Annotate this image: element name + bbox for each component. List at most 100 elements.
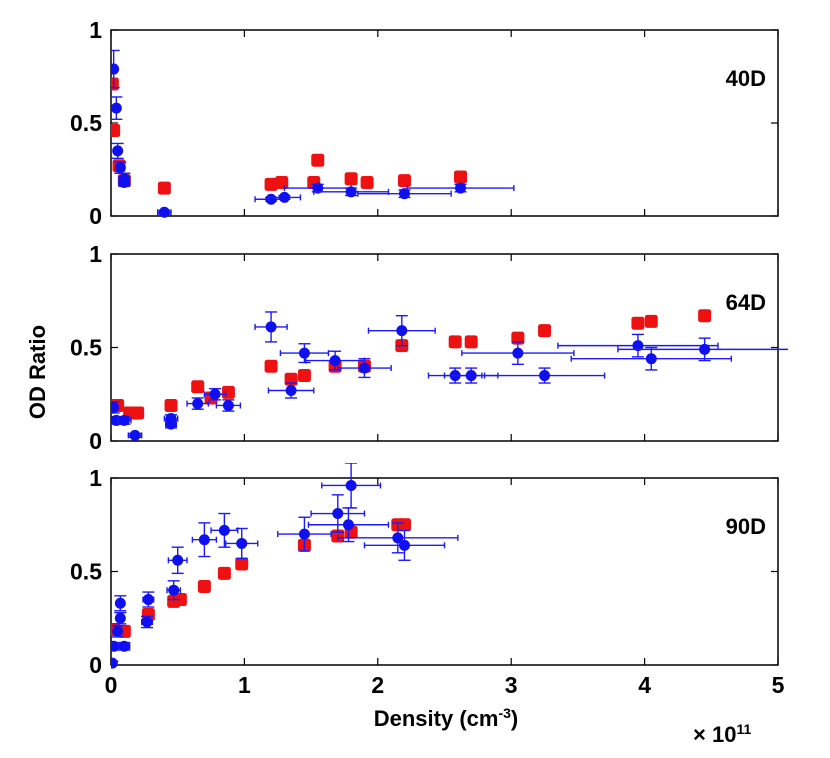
- data-layer: [111, 463, 459, 669]
- blue-marker: [455, 182, 467, 194]
- x-axis-title-main: Density (cm: [374, 706, 499, 731]
- red-marker: [464, 335, 478, 349]
- red-marker: [698, 309, 712, 323]
- blue-marker: [298, 347, 310, 359]
- x-tick-label: 1: [238, 672, 251, 698]
- blue-marker: [114, 162, 126, 174]
- red-marker: [197, 579, 211, 593]
- y-tick-label: 0: [89, 203, 102, 229]
- blue-marker: [111, 102, 122, 114]
- red-marker: [173, 593, 187, 607]
- y-tick-label: 1: [89, 241, 102, 267]
- blue-marker: [285, 385, 297, 397]
- blue-marker: [465, 370, 477, 382]
- y-tick-label: 0: [89, 428, 102, 454]
- plot-area: [110, 29, 779, 217]
- blue-marker: [172, 554, 184, 566]
- red-marker: [157, 181, 171, 195]
- blue-marker: [111, 63, 120, 75]
- y-tick-label: 0.5: [70, 559, 102, 585]
- blue-marker: [392, 532, 404, 544]
- red-marker: [111, 123, 121, 137]
- red-marker: [360, 176, 374, 190]
- y-tick-label: 0.5: [70, 335, 102, 361]
- red-marker: [131, 406, 145, 420]
- blue-marker: [632, 340, 644, 352]
- plot-area: [110, 477, 779, 666]
- red-marker: [397, 174, 411, 188]
- blue-marker: [645, 353, 657, 365]
- x-axis-title-tail: ): [511, 706, 518, 731]
- blue-marker: [278, 191, 290, 203]
- blue-marker: [118, 414, 130, 426]
- blue-marker: [111, 414, 122, 426]
- x-tick-label: 3: [505, 672, 518, 698]
- red-marker: [644, 314, 658, 328]
- blue-marker: [112, 625, 124, 637]
- red-marker: [264, 359, 278, 373]
- panel-1: 0 0.5 1 40D: [70, 17, 779, 229]
- x-tick-label: 2: [371, 672, 384, 698]
- blue-marker: [396, 325, 408, 337]
- blue-marker: [312, 182, 324, 194]
- blue-marker: [345, 186, 357, 198]
- x-tick-label: 0: [105, 672, 118, 698]
- red-marker: [344, 172, 358, 186]
- x-tick-label: 4: [638, 672, 651, 698]
- blue-marker: [114, 612, 126, 624]
- blue-marker: [222, 399, 234, 411]
- red-marker: [397, 518, 411, 532]
- red-marker: [111, 77, 119, 91]
- blue-marker: [265, 321, 277, 333]
- blue-marker: [111, 640, 120, 652]
- panel-label: 90D: [726, 514, 766, 539]
- red-marker: [191, 380, 205, 394]
- plot-area: [110, 253, 779, 442]
- x-exponent-label: × 1011: [693, 721, 751, 747]
- blue-marker: [111, 401, 120, 413]
- x-axis-title-sup: -3: [498, 705, 511, 721]
- red-marker: [275, 176, 289, 190]
- blue-marker: [112, 145, 124, 157]
- data-layer: [111, 309, 788, 441]
- blue-marker: [218, 524, 230, 536]
- data-layer: [111, 49, 515, 218]
- blue-marker: [345, 479, 357, 491]
- red-marker: [297, 369, 311, 383]
- panel-3: 0 1 2 3 4 5 0 0.5 1 90D: [70, 463, 785, 698]
- y-tick-label: 0: [89, 652, 102, 678]
- x-axis-title: Density (cm-3): [374, 705, 519, 731]
- blue-marker: [142, 594, 154, 606]
- x-tick-label: 5: [772, 672, 785, 698]
- blue-marker: [118, 640, 130, 652]
- red-marker: [454, 170, 468, 184]
- blue-marker: [158, 206, 170, 218]
- blue-marker: [236, 537, 248, 549]
- blue-marker: [398, 539, 410, 551]
- blue-marker: [198, 534, 210, 546]
- panel-label: 40D: [726, 66, 766, 91]
- red-marker: [235, 557, 249, 571]
- blue-marker: [111, 657, 118, 669]
- blue-marker: [358, 362, 370, 374]
- red-marker: [264, 177, 278, 191]
- x-exponent-sup: 11: [736, 721, 751, 737]
- blue-marker: [512, 347, 524, 359]
- red-marker: [217, 566, 231, 580]
- blue-marker: [168, 584, 180, 596]
- y-tick-label: 0.5: [70, 110, 102, 136]
- y-tick-label: 1: [89, 17, 102, 43]
- blue-marker: [192, 398, 204, 410]
- blue-marker: [332, 508, 344, 520]
- red-marker: [448, 335, 462, 349]
- x-exponent-base: × 10: [693, 722, 736, 747]
- red-marker: [221, 385, 235, 399]
- blue-marker: [118, 177, 130, 189]
- blue-marker: [699, 343, 711, 355]
- red-marker: [311, 153, 325, 167]
- blue-marker: [165, 413, 177, 425]
- panel-label: 64D: [726, 290, 766, 315]
- red-marker: [538, 324, 552, 338]
- blue-marker: [298, 528, 310, 540]
